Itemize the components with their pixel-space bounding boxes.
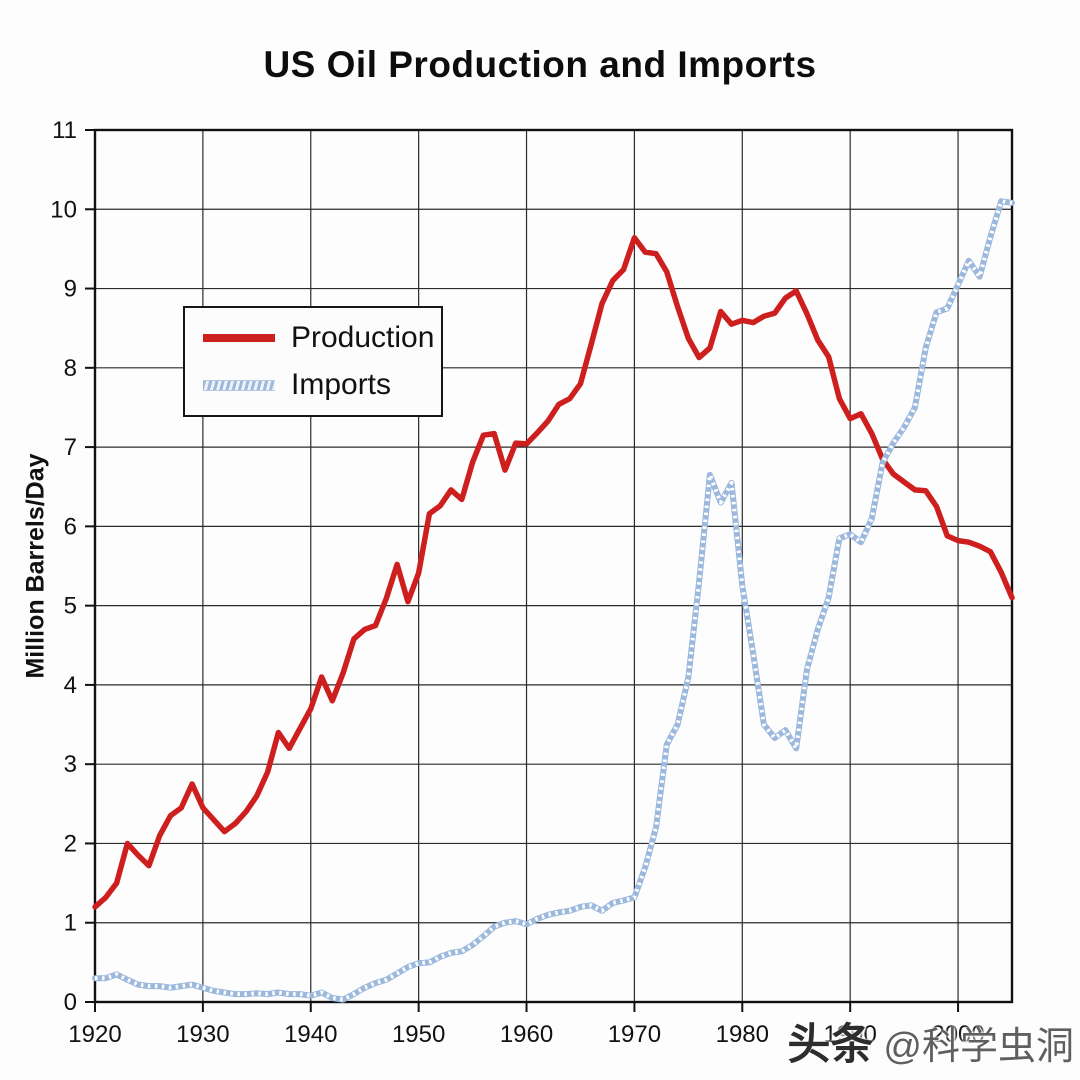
chart-title: US Oil Production and Imports bbox=[263, 44, 817, 85]
y-tick-label: 6 bbox=[64, 513, 77, 540]
x-tick-label: 1930 bbox=[176, 1021, 229, 1048]
legend-entry-production: Production bbox=[203, 321, 434, 355]
y-tick-label: 10 bbox=[50, 196, 77, 223]
x-tick-label: 1970 bbox=[608, 1021, 661, 1048]
x-tick-label: 1950 bbox=[392, 1021, 445, 1048]
watermark: 头条 @科学虫洞 bbox=[787, 1010, 1074, 1072]
y-tick-label: 0 bbox=[64, 989, 77, 1016]
legend-label-production: Production bbox=[291, 321, 435, 354]
x-tick-label: 1960 bbox=[500, 1021, 553, 1048]
watermark-brand: 头条 bbox=[787, 1021, 874, 1069]
production-line bbox=[92, 235, 1015, 910]
production-line-sample bbox=[203, 334, 275, 342]
imports-line bbox=[92, 198, 1015, 1003]
y-tick-label: 7 bbox=[64, 434, 77, 461]
x-tick-label: 1990 bbox=[823, 1021, 876, 1048]
y-tick-label: 11 bbox=[52, 117, 77, 144]
y-tick-label: 5 bbox=[64, 593, 77, 620]
x-tick-label: 1940 bbox=[284, 1021, 337, 1048]
legend-entry-imports: Imports bbox=[203, 368, 423, 402]
y-tick-label: 8 bbox=[64, 355, 77, 382]
y-tick-label: 4 bbox=[64, 672, 77, 699]
imports-line-sample bbox=[203, 379, 275, 391]
y-tick-label: 1 bbox=[64, 910, 77, 937]
x-tick-label: 2000 bbox=[931, 1021, 984, 1048]
legend-label-imports: Imports bbox=[291, 368, 392, 401]
legend: Production Imports bbox=[183, 306, 443, 417]
y-tick-label: 2 bbox=[64, 830, 77, 857]
x-tick-label: 1920 bbox=[68, 1021, 121, 1048]
watermark-handle: @科学虫洞 bbox=[883, 1026, 1074, 1068]
x-tick-label: 1980 bbox=[716, 1021, 769, 1048]
plot-border bbox=[93, 128, 1014, 1004]
y-tick-label: 3 bbox=[64, 751, 77, 778]
y-tick-label: 9 bbox=[64, 276, 77, 303]
